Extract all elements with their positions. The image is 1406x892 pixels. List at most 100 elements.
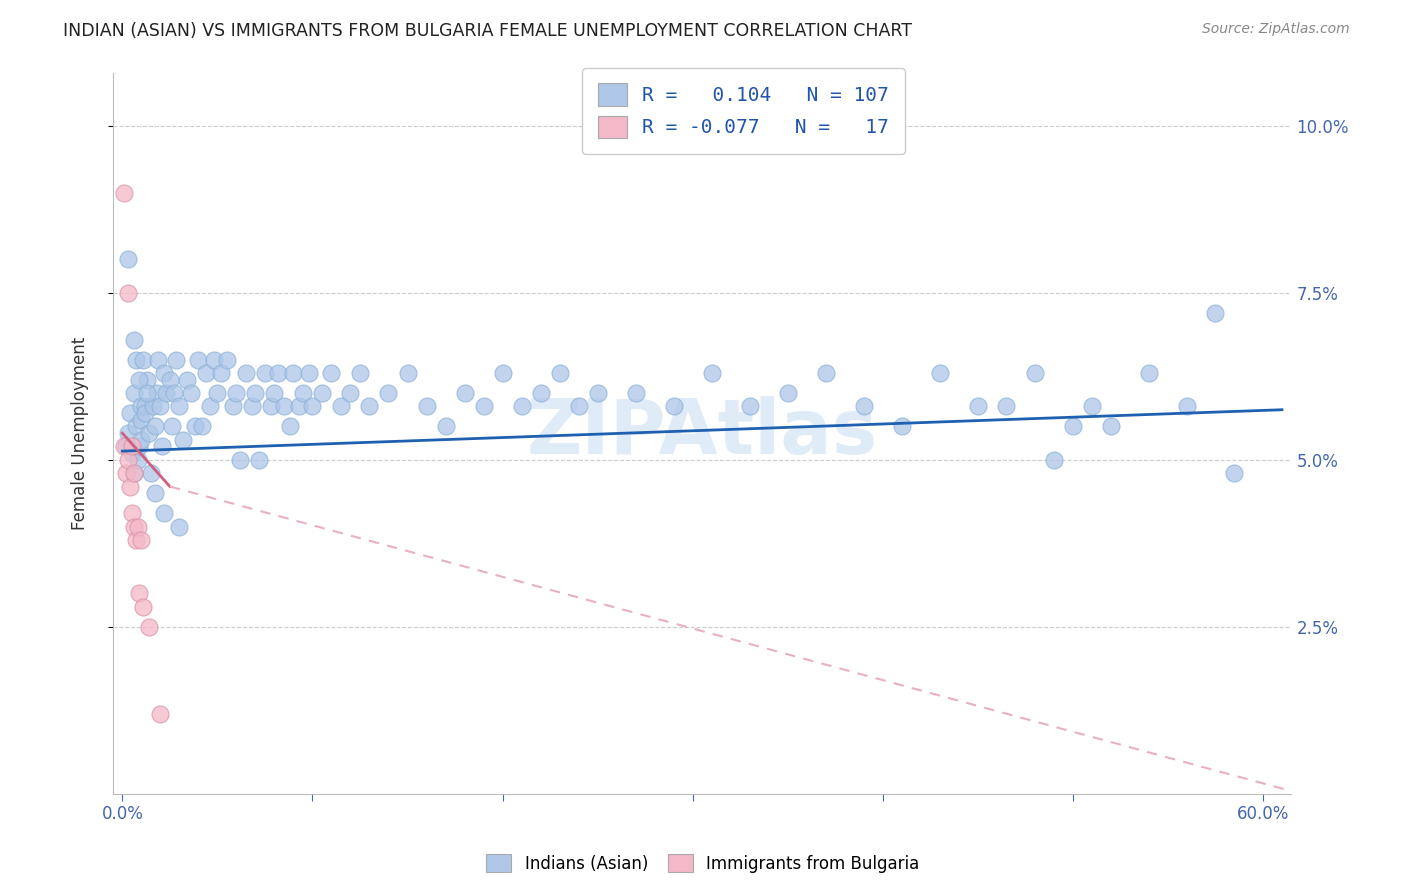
Point [198, 400, 221, 414]
Point [662, 400, 685, 414]
Point [139, 466, 162, 480]
Point [122, 466, 145, 480]
Point [396, 366, 419, 380]
Point [349, 366, 371, 380]
Point [138, 620, 160, 634]
Point [128, 440, 150, 454]
Point [359, 400, 381, 414]
Point [122, 333, 145, 347]
Point [127, 452, 149, 467]
Point [339, 386, 361, 401]
Point [153, 506, 176, 520]
Point [115, 466, 138, 480]
Point [148, 352, 170, 367]
Point [240, 400, 263, 414]
Point [245, 386, 267, 401]
Point [267, 366, 290, 380]
Point [852, 400, 875, 414]
Text: Source: ZipAtlas.com: Source: ZipAtlas.com [1202, 22, 1350, 37]
Point [169, 519, 191, 533]
Point [122, 466, 145, 480]
Point [568, 400, 591, 414]
Point [159, 373, 181, 387]
Point [122, 519, 145, 533]
Point [132, 352, 155, 367]
Point [1081, 400, 1104, 414]
Point [288, 400, 311, 414]
Point [155, 386, 177, 401]
Point [453, 386, 475, 401]
Point [529, 386, 551, 401]
Point [149, 706, 172, 721]
Point [377, 386, 399, 401]
Point [143, 419, 166, 434]
Legend: R =   0.104   N = 107, R = -0.077   N =   17: R = 0.104 N = 107, R = -0.077 N = 17 [582, 68, 904, 153]
Point [215, 352, 238, 367]
Point [253, 366, 276, 380]
Point [132, 599, 155, 614]
Point [225, 386, 247, 401]
Point [131, 433, 153, 447]
Point [814, 366, 837, 380]
Point [1137, 366, 1160, 380]
Point [1204, 306, 1226, 320]
Point [548, 366, 571, 380]
Point [472, 400, 495, 414]
Point [273, 400, 295, 414]
Point [112, 186, 135, 200]
Point [127, 519, 149, 533]
Point [278, 419, 301, 434]
Point [415, 400, 437, 414]
Point [180, 386, 202, 401]
Point [142, 400, 165, 414]
Y-axis label: Female Unemployment: Female Unemployment [72, 336, 89, 530]
Point [263, 386, 285, 401]
Point [176, 373, 198, 387]
Point [776, 386, 799, 401]
Point [510, 400, 533, 414]
Point [434, 419, 457, 434]
Point [738, 400, 761, 414]
Point [1099, 419, 1122, 434]
Point [195, 366, 218, 380]
Point [128, 373, 150, 387]
Point [298, 366, 321, 380]
Point [330, 400, 353, 414]
Point [183, 419, 205, 434]
Point [1062, 419, 1084, 434]
Point [117, 452, 139, 467]
Point [136, 386, 159, 401]
Point [1223, 466, 1246, 480]
Point [624, 386, 647, 401]
Point [117, 426, 139, 441]
Point [191, 419, 214, 434]
Point [928, 366, 950, 380]
Point [165, 352, 187, 367]
Point [229, 452, 252, 467]
Point [207, 386, 229, 401]
Point [153, 366, 176, 380]
Point [145, 386, 167, 401]
Point [586, 386, 609, 401]
Point [291, 386, 314, 401]
Point [143, 486, 166, 500]
Text: ZIPAtlas: ZIPAtlas [526, 396, 877, 470]
Point [115, 440, 138, 454]
Point [169, 400, 191, 414]
Point [301, 400, 323, 414]
Point [136, 373, 159, 387]
Point [202, 352, 225, 367]
Point [117, 285, 139, 300]
Point [118, 406, 141, 420]
Point [112, 440, 135, 454]
Point [311, 386, 333, 401]
Point [966, 400, 988, 414]
Point [247, 452, 270, 467]
Point [134, 406, 156, 420]
Point [995, 400, 1018, 414]
Point [163, 386, 186, 401]
Point [283, 366, 305, 380]
Point [121, 506, 143, 520]
Point [187, 352, 209, 367]
Point [160, 419, 183, 434]
